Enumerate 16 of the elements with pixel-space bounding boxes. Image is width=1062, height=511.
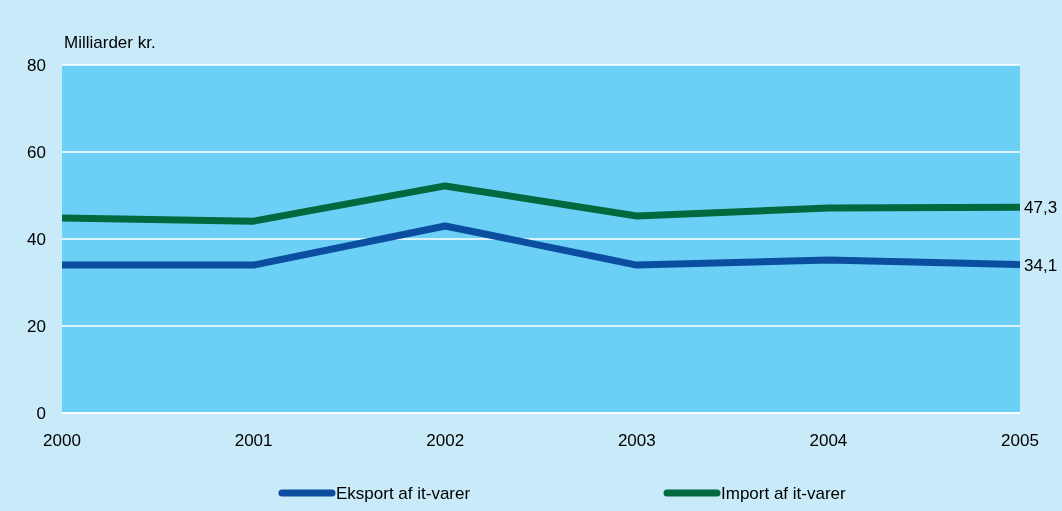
y-tick-label: 80 — [27, 55, 46, 75]
y-tick-label: 60 — [27, 142, 46, 162]
x-tick-label: 2000 — [43, 431, 81, 450]
y-tick-label: 20 — [27, 316, 46, 336]
x-tick-label: 2003 — [617, 431, 656, 450]
annotation: 34,1 — [1024, 255, 1058, 275]
legend-label: Eksport af it-varer — [336, 483, 471, 503]
x-tick-label: 2005 — [1001, 431, 1039, 450]
y-tick-label: 40 — [27, 229, 46, 249]
x-tick-label: 2001 — [234, 431, 273, 450]
x-tick-label: 2004 — [809, 431, 848, 450]
y-axis-title: Milliarder kr. — [64, 33, 156, 52]
annotation: 47,3 — [1024, 198, 1058, 218]
y-tick-label: 0 — [36, 403, 46, 423]
legend-label: Import af it-varer — [721, 483, 847, 503]
x-tick-label: 2002 — [426, 431, 465, 450]
